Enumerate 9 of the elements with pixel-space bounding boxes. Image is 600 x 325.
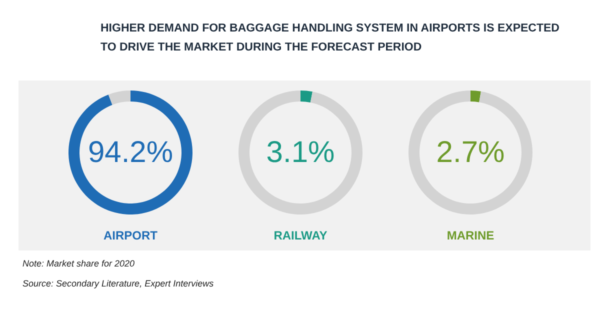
text: 3.1% — [266, 136, 335, 169]
source-note: Source: Secondary Literature, Expert Interviews — [22, 278, 214, 288]
text: MARINE — [446, 228, 494, 242]
text: RAILWAY — [274, 228, 328, 242]
text: HIGHER DEMAND FOR BAGGAGE HANDLING SYSTEM IN AIRPORTS IS EXPECTED TO DRIVE THE MARKET DURING THE FORECAST PERIOD — [100, 22, 560, 54]
text: 94.2% — [88, 136, 174, 169]
text: 2.7% — [436, 136, 505, 169]
text: Note: Market share for 2020 — [22, 258, 135, 268]
text: AIRPORT — [104, 228, 158, 242]
